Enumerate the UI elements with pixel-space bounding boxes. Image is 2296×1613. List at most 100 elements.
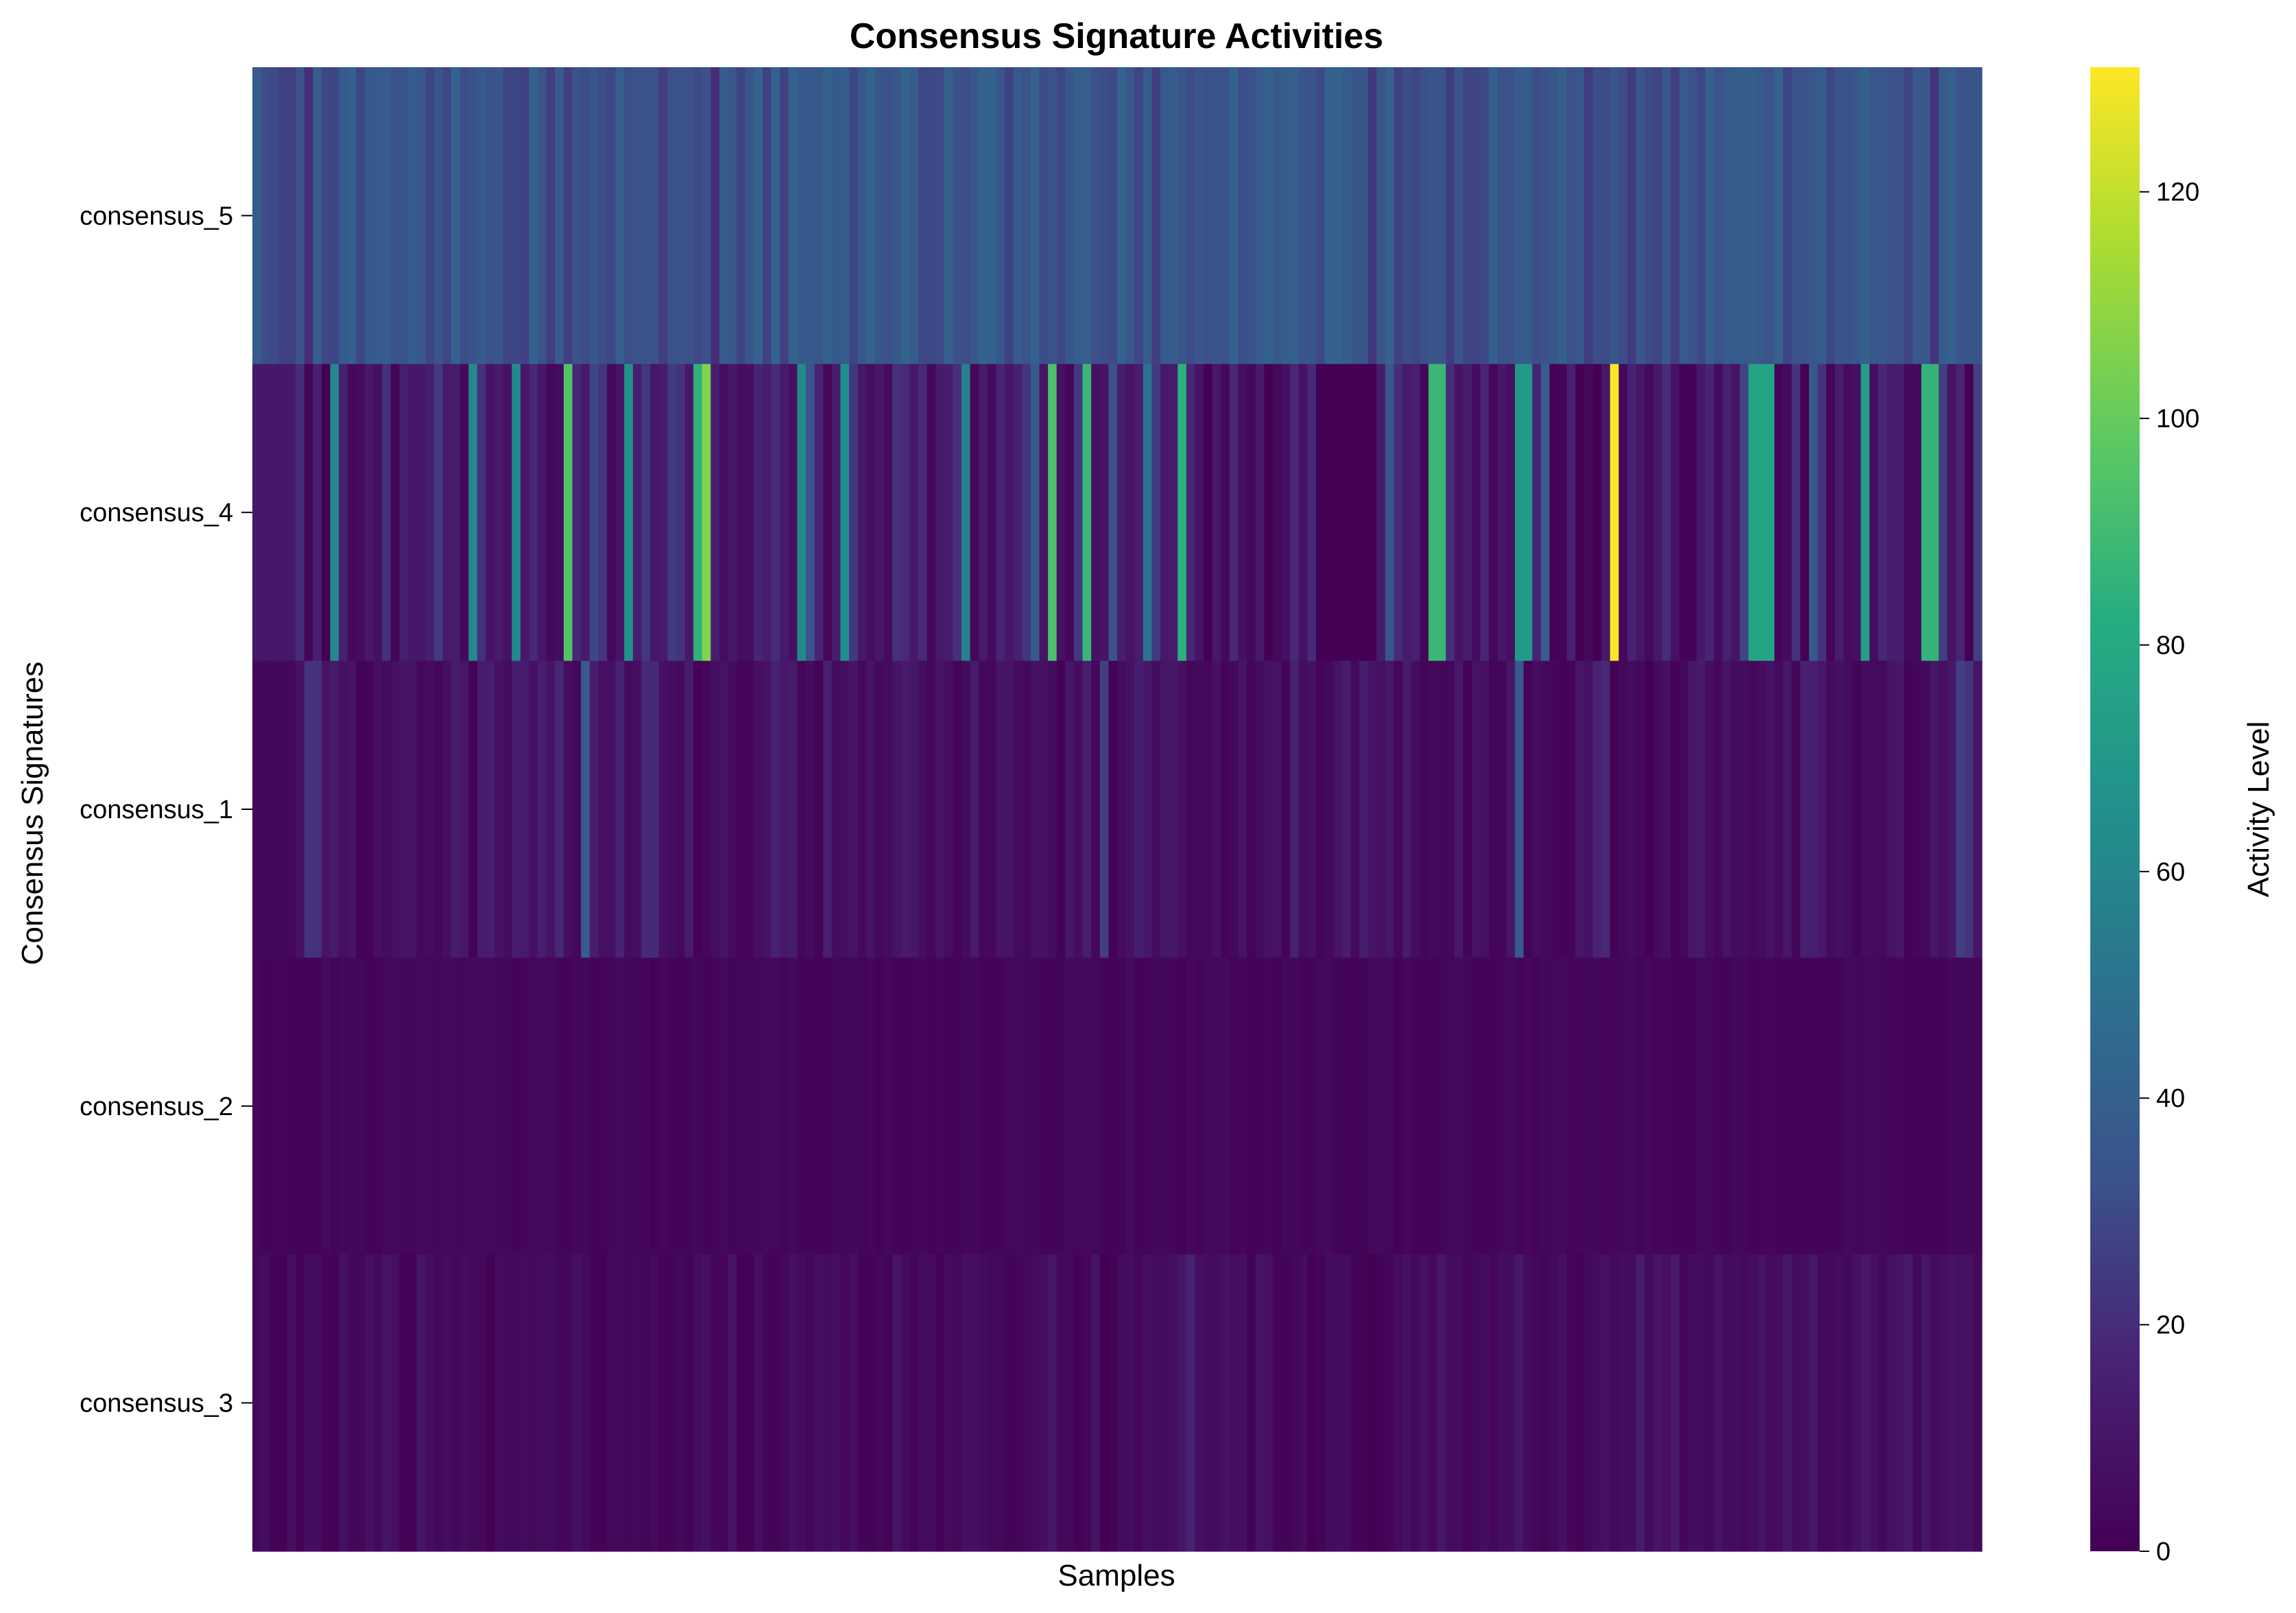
heatmap-cell xyxy=(641,1254,651,1552)
heatmap-cell xyxy=(1532,660,1542,958)
heatmap-cell xyxy=(1523,660,1533,958)
heatmap-cell xyxy=(1091,660,1101,958)
heatmap-cell xyxy=(667,660,677,958)
heatmap-cell xyxy=(1618,957,1628,1255)
heatmap-cell xyxy=(658,363,668,662)
heatmap-cell xyxy=(693,957,703,1255)
heatmap-cell xyxy=(1255,363,1265,662)
heatmap-cell xyxy=(874,660,885,958)
heatmap-cell xyxy=(399,363,409,662)
heatmap-cell xyxy=(1964,1254,1974,1552)
heatmap-cell xyxy=(693,1254,703,1552)
heatmap-cell xyxy=(1731,957,1741,1255)
heatmap-cell xyxy=(883,660,893,958)
heatmap-cell xyxy=(1964,660,1974,958)
heatmap-cell xyxy=(1411,957,1420,1255)
heatmap-cell xyxy=(1394,1254,1403,1552)
heatmap-cell xyxy=(1117,957,1127,1255)
heatmap-cell xyxy=(831,957,841,1255)
heatmap-cell xyxy=(1947,363,1957,662)
heatmap-cell xyxy=(1834,67,1844,365)
heatmap-cell xyxy=(1013,67,1023,365)
heatmap-cell xyxy=(874,1254,885,1552)
heatmap-cell xyxy=(330,1254,339,1552)
heatmap-cell xyxy=(1160,67,1170,365)
heatmap-cell xyxy=(503,660,512,958)
heatmap-cell xyxy=(1757,660,1767,958)
heatmap-cell xyxy=(788,363,798,662)
heatmap-cell xyxy=(1169,660,1178,958)
heatmap-cell xyxy=(615,1254,625,1552)
heatmap-cell xyxy=(442,957,452,1255)
heatmap-cell xyxy=(866,660,876,958)
heatmap-cell xyxy=(1497,660,1507,958)
row-tick-label: consensus_4 xyxy=(80,499,233,527)
heatmap-cell xyxy=(658,67,668,365)
heatmap-cell xyxy=(321,660,331,958)
heatmap-cell xyxy=(1964,67,1974,365)
heatmap-cell xyxy=(641,957,651,1255)
heatmap-cell xyxy=(1852,957,1862,1255)
heatmap-cell xyxy=(1221,957,1230,1255)
heatmap-cell xyxy=(1480,660,1490,958)
heatmap-cell xyxy=(797,1254,806,1552)
heatmap-cell xyxy=(1636,67,1645,365)
heatmap-cell xyxy=(1653,660,1663,958)
heatmap-cell xyxy=(1298,957,1308,1255)
heatmap-cell xyxy=(1420,1254,1429,1552)
heatmap-cell xyxy=(1204,67,1213,365)
heatmap-cell xyxy=(1169,957,1178,1255)
heatmap-cell xyxy=(1895,957,1905,1255)
heatmap-cell xyxy=(1394,957,1403,1255)
heatmap-cell xyxy=(287,1254,296,1552)
heatmap-cell xyxy=(313,660,322,958)
heatmap-cell xyxy=(1394,67,1403,365)
heatmap-cell xyxy=(710,1254,720,1552)
heatmap-cell xyxy=(1463,67,1472,365)
heatmap-cell xyxy=(900,363,910,662)
heatmap-cell xyxy=(356,1254,366,1552)
heatmap-cell xyxy=(512,363,521,662)
heatmap-cell xyxy=(1861,67,1870,365)
heatmap-cell xyxy=(1930,363,1939,662)
heatmap-cell xyxy=(1800,660,1810,958)
heatmap-cell xyxy=(373,363,383,662)
heatmap-cell xyxy=(1324,1254,1334,1552)
heatmap-cell xyxy=(1272,660,1282,958)
heatmap-cells xyxy=(252,67,1983,1552)
heatmap-cell xyxy=(1748,1254,1758,1552)
heatmap-cell xyxy=(1930,660,1939,958)
heatmap-cell xyxy=(918,363,928,662)
heatmap-cell xyxy=(970,957,979,1255)
heatmap-cell xyxy=(1065,957,1075,1255)
heatmap-cell xyxy=(1212,363,1221,662)
heatmap-cell xyxy=(1618,1254,1628,1552)
heatmap-cell xyxy=(632,660,643,958)
heatmap-cell xyxy=(1307,363,1317,662)
heatmap-cell xyxy=(1671,363,1680,662)
heatmap-cell xyxy=(667,67,677,365)
heatmap-cell xyxy=(874,363,885,662)
heatmap-cell xyxy=(1316,67,1326,365)
heatmap-cell xyxy=(1662,67,1671,365)
heatmap-cell xyxy=(1039,660,1049,958)
heatmap-cell xyxy=(382,1254,392,1552)
heatmap-cell xyxy=(1238,1254,1247,1552)
heatmap-cell xyxy=(1247,1254,1256,1552)
heatmap-cell xyxy=(1714,1254,1723,1552)
heatmap-cell xyxy=(1359,363,1369,662)
heatmap-cell xyxy=(486,660,495,958)
heatmap-cell xyxy=(407,660,418,958)
heatmap-cell xyxy=(407,1254,418,1552)
heatmap-cell xyxy=(892,1254,902,1552)
heatmap-cell xyxy=(520,957,530,1255)
heatmap-cell xyxy=(442,363,452,662)
heatmap-cell xyxy=(1411,363,1420,662)
heatmap-cell xyxy=(270,67,279,365)
heatmap-cell xyxy=(1437,660,1446,958)
heatmap-cell xyxy=(1307,957,1317,1255)
heatmap-cell xyxy=(1099,67,1109,365)
heatmap-cell xyxy=(390,1254,400,1552)
heatmap-cell xyxy=(780,363,789,662)
heatmap-cell xyxy=(1523,67,1533,365)
